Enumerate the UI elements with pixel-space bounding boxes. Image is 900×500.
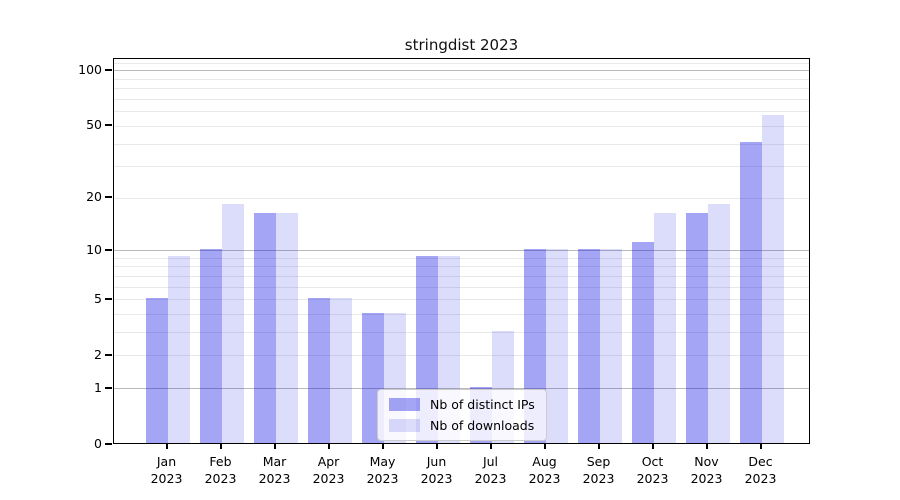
gridline-major-10	[114, 250, 809, 252]
y-tick-label-5: 5	[94, 290, 102, 306]
x-tick-mark-oct	[651, 444, 654, 449]
x-tick-mark-jul	[489, 444, 492, 449]
x-tick-label-jul: Jul 2023	[474, 454, 507, 486]
y-tick-mark-100	[105, 68, 112, 71]
y-tick-label-2: 2	[94, 346, 102, 362]
x-tick-label-apr: Apr 2023	[312, 454, 345, 486]
chart-title: stringdist 2023	[404, 36, 519, 54]
x-tick-mark-may	[381, 444, 384, 449]
bar-downloads-aug	[545, 248, 568, 443]
bar-distinct-ips-apr	[307, 297, 330, 443]
y-tick-label-1: 1	[94, 379, 102, 395]
y-tick-mark-2	[105, 353, 112, 356]
bar-distinct-ips-dec	[739, 142, 762, 443]
grid-layer	[114, 59, 809, 443]
bar-distinct-ips-jan	[145, 297, 168, 443]
legend-item-downloads: Nb of downloads	[389, 418, 535, 433]
gridline-major-1	[114, 388, 809, 390]
x-tick-label-mar: Mar 2023	[258, 454, 291, 486]
gridline-minor-3	[114, 332, 809, 334]
gridline-minor-40	[114, 143, 809, 145]
bar-downloads-feb	[221, 204, 244, 443]
bar-downloads-apr	[329, 297, 352, 443]
y-tick-label-10: 10	[86, 241, 102, 257]
bar-distinct-ips-feb	[199, 248, 222, 443]
x-tick-label-nov: Nov 2023	[690, 454, 723, 486]
bars-layer	[114, 59, 809, 443]
gridline-minor-80	[114, 88, 809, 90]
x-tick-mark-apr	[327, 444, 330, 449]
gridline-minor-8	[114, 266, 809, 268]
gridline-minor-7	[114, 275, 809, 277]
legend-swatch-distinct-ips	[389, 398, 420, 411]
gridline-minor-2	[114, 355, 809, 357]
y-tick-mark-50	[105, 124, 112, 127]
x-tick-label-aug: Aug 2023	[528, 454, 561, 486]
legend: Nb of distinct IPs Nb of downloads	[377, 389, 547, 441]
bar-distinct-ips-nov	[685, 213, 708, 443]
x-tick-label-jan: Jan 2023	[150, 454, 183, 486]
x-tick-mark-jun	[435, 444, 438, 449]
y-tick-label-50: 50	[86, 117, 102, 133]
x-tick-label-oct: Oct 2023	[636, 454, 669, 486]
y-tick-mark-20	[105, 196, 112, 199]
x-tick-mark-mar	[273, 444, 276, 449]
gridline-minor-6	[114, 286, 809, 288]
bar-distinct-ips-sep	[577, 248, 600, 443]
legend-swatch-downloads	[389, 419, 420, 432]
x-tick-mark-aug	[543, 444, 546, 449]
gridline-minor-5	[114, 299, 809, 301]
bar-distinct-ips-oct	[631, 241, 654, 443]
gridline-minor-50	[114, 125, 809, 127]
gridline-major-100	[114, 70, 809, 72]
gridline-minor-60	[114, 111, 809, 113]
y-tick-mark-0	[105, 443, 112, 445]
x-tick-label-dec: Dec 2023	[744, 454, 777, 486]
y-tick-mark-5	[105, 297, 112, 300]
gridline-minor-110	[114, 62, 809, 64]
gridline-minor-4	[114, 314, 809, 316]
gridline-minor-9	[114, 257, 809, 259]
x-tick-mark-feb	[219, 444, 222, 449]
gridline-minor-30	[114, 166, 809, 168]
x-tick-label-feb: Feb 2023	[204, 454, 237, 486]
gridline-minor-70	[114, 99, 809, 101]
bar-downloads-nov	[707, 204, 730, 443]
gridline-minor-20	[114, 197, 809, 199]
x-tick-mark-sep	[597, 444, 600, 449]
bar-distinct-ips-mar	[253, 213, 276, 443]
x-tick-mark-dec	[759, 444, 762, 449]
y-tick-mark-1	[105, 386, 112, 389]
y-tick-label-20: 20	[86, 189, 102, 205]
bar-downloads-mar	[275, 213, 298, 443]
x-tick-label-sep: Sep 2023	[582, 454, 615, 486]
bar-downloads-oct	[653, 213, 676, 443]
bar-downloads-dec	[761, 115, 784, 443]
x-tick-label-jun: Jun 2023	[420, 454, 453, 486]
y-tick-mark-10	[105, 248, 112, 251]
plot-area: Nb of distinct IPs Nb of downloads	[113, 58, 810, 444]
x-tick-label-may: May 2023	[366, 454, 399, 486]
bar-downloads-sep	[599, 248, 622, 443]
x-tick-mark-jan	[165, 444, 168, 449]
gridline-minor-90	[114, 78, 809, 80]
legend-item-distinct-ips: Nb of distinct IPs	[389, 397, 535, 412]
y-tick-label-100: 100	[78, 61, 102, 77]
legend-label-distinct-ips: Nb of distinct IPs	[430, 397, 535, 412]
bar-downloads-jan	[167, 256, 190, 443]
legend-label-downloads: Nb of downloads	[430, 418, 535, 433]
y-tick-label-0: 0	[94, 436, 102, 451]
x-tick-mark-nov	[705, 444, 708, 449]
